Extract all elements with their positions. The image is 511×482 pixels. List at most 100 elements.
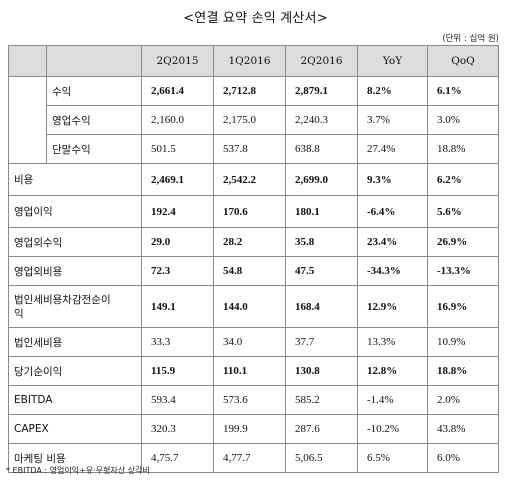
table-cell: 6.0%	[427, 443, 499, 473]
table-cell: 72.3	[141, 256, 214, 286]
table-cell: 34.0	[213, 327, 286, 357]
table-cell: 130.8	[285, 356, 358, 386]
header-corner	[8, 45, 47, 77]
table-row: 법인세비용 33.3 34.0 37.7 13.3% 10.9%	[8, 327, 499, 357]
income-statement-table: 2Q2015 1Q2016 2Q2016 YoY QoQ 수익 2,661.4 2,…	[8, 45, 499, 473]
table-cell: 115.9	[141, 356, 214, 386]
table-row: 수익 2,661.4 2,712.8 2,879.1 8.2% 6.1%	[8, 76, 499, 164]
table-cell: 6.1%	[427, 76, 499, 106]
row-label: 당기순이익	[8, 356, 142, 386]
table-cell: 29.0	[141, 227, 214, 257]
table-cell: -10.2%	[357, 414, 428, 444]
table-row: 마케팅 비용 4,75.7 4,77.7 5,06.5 6.5% 6.0%	[8, 443, 499, 473]
table-cell: 2,879.1	[285, 76, 358, 106]
table-cell: 18.8%	[427, 356, 499, 386]
row-label: 법인세비용	[8, 327, 142, 357]
table-cell: 2,712.8	[213, 76, 286, 106]
table-cell: 37.7	[285, 327, 358, 357]
header-corner-2	[46, 45, 142, 77]
table-cell: 2,661.4	[141, 76, 214, 106]
table-cell: -6.4%	[357, 195, 428, 228]
table-cell: 5.6%	[427, 195, 499, 228]
table-cell: 9.3%	[357, 163, 428, 196]
table-cell: 144.0	[213, 285, 286, 328]
col-header: 1Q2016	[213, 45, 286, 77]
table-row: 영업이익 192.4 170.6 180.1 -6.4% 5.6%	[8, 195, 499, 228]
table-row: EBITDA 593.4 573.6 585.2 -1.4% 2.0%	[8, 385, 499, 415]
table-row: 당기순이익 115.9 110.1 130.8 12.8% 18.8%	[8, 356, 499, 386]
table-row: 영업외비용 72.3 54.8 47.5 -34.3% -13.3%	[8, 256, 499, 286]
table-row: 단말수익 501.5 537.8 638.8 27.4% 18.8%	[9, 134, 499, 164]
table-cell: 199.9	[213, 414, 286, 444]
table-cell: 6.5%	[357, 443, 428, 473]
row-label: CAPEX	[8, 414, 142, 444]
table-cell: 593.4	[141, 385, 214, 415]
table-cell: 2,542.2	[213, 163, 286, 196]
table-cell: 26.9%	[427, 227, 499, 257]
table-cell: 35.8	[285, 227, 358, 257]
col-header: 2Q2016	[285, 45, 358, 77]
col-header: QoQ	[427, 45, 499, 77]
table-row: CAPEX 320.3 199.9 287.6 -10.2% 43.8%	[8, 414, 499, 444]
table-cell: 573.6	[213, 385, 286, 415]
group-indent-cell	[8, 76, 47, 164]
row-label: 마케팅 비용	[8, 443, 142, 473]
table-cell: 5,06.5	[285, 443, 358, 473]
row-label: 영업수익	[46, 105, 142, 135]
table-cell: 18.8%	[427, 134, 499, 164]
table-cell: 33.3	[141, 327, 214, 357]
table-row: 영업외수익 29.0 28.2 35.8 23.4% 26.9%	[8, 227, 499, 257]
col-header: YoY	[357, 45, 428, 77]
table-cell: 3.0%	[427, 105, 499, 135]
table-cell: 168.4	[285, 285, 358, 328]
table-cell: 10.9%	[427, 327, 499, 357]
table-cell: 180.1	[285, 195, 358, 228]
table-cell: -1.4%	[357, 385, 428, 415]
table-cell: 23.4%	[357, 227, 428, 257]
table-cell: 2,175.0	[213, 105, 286, 135]
table-row: 영업수익 2,160.0 2,175.0 2,240.3 3.7% 3.0%	[9, 105, 499, 135]
row-label: 법인세비용차감전순이익	[8, 285, 142, 328]
table-cell: 8.2%	[357, 76, 428, 106]
table-cell: 2,699.0	[285, 163, 358, 196]
table-cell: 43.8%	[427, 414, 499, 444]
row-label: 비용	[8, 163, 142, 196]
table-row: 비용 2,469.1 2,542.2 2,699.0 9.3% 6.2%	[8, 163, 499, 196]
header-row: 2Q2015 1Q2016 2Q2016 YoY QoQ	[8, 45, 499, 77]
table-cell: 4,77.7	[213, 443, 286, 473]
table-cell: 12.9%	[357, 285, 428, 328]
table-cell: 12.8%	[357, 356, 428, 386]
table-cell: 585.2	[285, 385, 358, 415]
table-cell: 287.6	[285, 414, 358, 444]
row-label: 영업이익	[8, 195, 142, 228]
table-cell: 2.0%	[427, 385, 499, 415]
table-cell: 149.1	[141, 285, 214, 328]
table-cell: 501.5	[141, 134, 214, 164]
table-cell: -13.3%	[427, 256, 499, 286]
table-cell: 47.5	[285, 256, 358, 286]
table-cell: 638.8	[285, 134, 358, 164]
col-header: 2Q2015	[141, 45, 214, 77]
table-cell: 537.8	[213, 134, 286, 164]
table-cell: 110.1	[213, 356, 286, 386]
table-cell: 2,160.0	[141, 105, 214, 135]
table-cell: 6.2%	[427, 163, 499, 196]
row-label: 단말수익	[46, 134, 142, 164]
row-label: EBITDA	[8, 385, 142, 415]
page-title: <연결 요약 손익 계산서>	[183, 11, 328, 26]
row-label: 영업외비용	[8, 256, 142, 286]
row-label: 영업외수익	[8, 227, 142, 257]
table-cell: 13.3%	[357, 327, 428, 357]
table-cell: -34.3%	[357, 256, 428, 286]
table-cell: 2,469.1	[141, 163, 214, 196]
row-label: 수익	[46, 76, 142, 106]
table-cell: 320.3	[141, 414, 214, 444]
footnote: * EBITDA : 영업이익+유·무형자산 상각비	[6, 466, 150, 475]
table-cell: 4,75.7	[141, 443, 214, 473]
table-row: 법인세비용차감전순이익 149.1 144.0 168.4 12.9% 16.9%	[8, 285, 499, 328]
table-cell: 54.8	[213, 256, 286, 286]
table-cell: 28.2	[213, 227, 286, 257]
table-cell: 3.7%	[357, 105, 428, 135]
table-cell: 2,240.3	[285, 105, 358, 135]
table-cell: 27.4%	[357, 134, 428, 164]
